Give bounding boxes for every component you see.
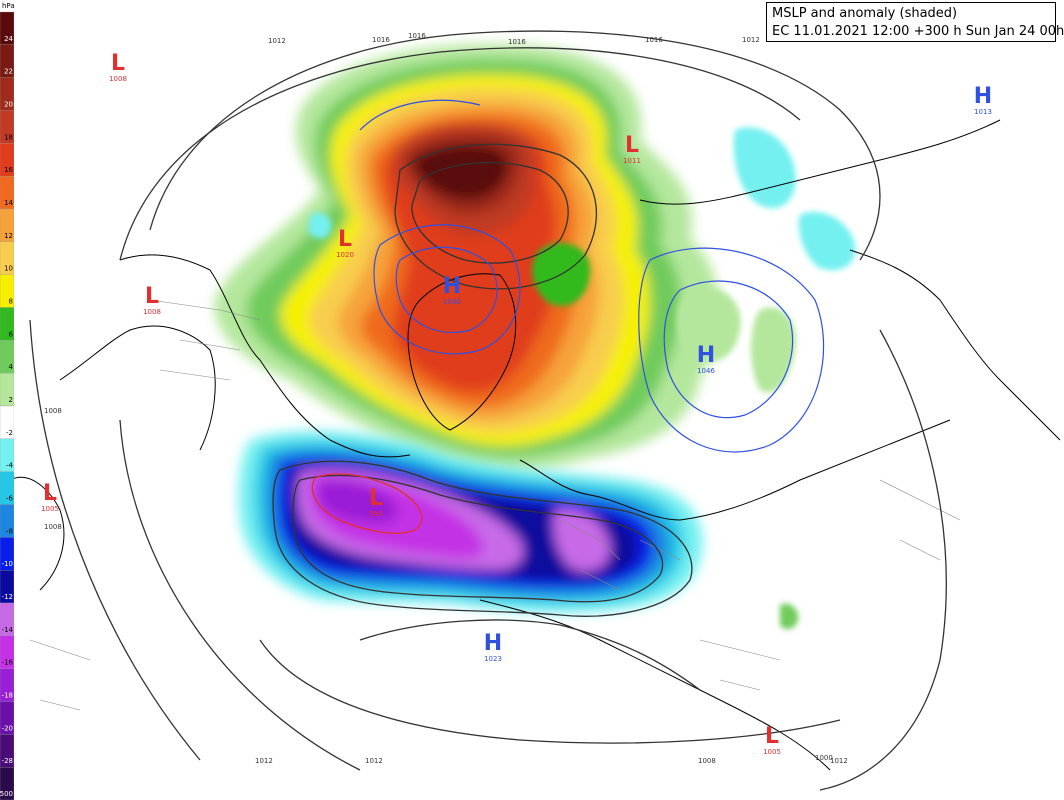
legend-label: -10 xyxy=(2,560,13,568)
pressure-value: 1013 xyxy=(974,108,992,116)
legend-label: 18 xyxy=(4,133,13,141)
legend-label: -6 xyxy=(6,495,14,503)
legend-label: -28 xyxy=(2,757,13,765)
legend-label: 16 xyxy=(4,166,13,174)
positive-anomaly-area xyxy=(214,44,719,472)
pressure-value: 1023 xyxy=(484,655,502,663)
isobar-label: 1012 xyxy=(365,757,383,765)
isobar-label: 1016 xyxy=(408,32,426,40)
legend-label: -14 xyxy=(2,626,14,634)
isobar-label: 1012 xyxy=(268,37,286,45)
high-pressure-marker: H xyxy=(443,274,461,299)
legend-label: 6 xyxy=(9,330,14,338)
legend-label: -20 xyxy=(2,724,13,732)
high-pressure-marker: H xyxy=(697,343,715,368)
isobar-label: 1008 xyxy=(698,757,716,765)
legend-label: 12 xyxy=(4,232,13,240)
legend-label: 2 xyxy=(9,396,13,404)
coastlines xyxy=(9,119,1061,771)
pressure-value: 994 xyxy=(369,510,383,518)
legend-label: -2 xyxy=(6,429,13,437)
legend-label: -8 xyxy=(6,527,13,535)
pressure-value: 1040 xyxy=(443,298,461,306)
low-pressure-marker: L xyxy=(145,284,159,309)
legend-swatch xyxy=(0,767,14,800)
legend-label: 24 xyxy=(4,35,13,43)
low-pressure-marker: L xyxy=(338,227,352,252)
pressure-value: 1011 xyxy=(623,157,641,165)
isobar-label: 1016 xyxy=(508,38,526,46)
title-line-1: MSLP and anomaly (shaded) xyxy=(772,6,958,21)
pressure-value: 1046 xyxy=(697,367,715,375)
legend-label: 10 xyxy=(4,265,13,273)
legend-label: 22 xyxy=(4,68,13,76)
pressure-value: 1008 xyxy=(109,75,127,83)
title-box: MSLP and anomaly (shaded) EC 11.01.2021 … xyxy=(766,2,1064,42)
isobar-label: 1012 xyxy=(742,36,760,44)
pressure-value: 1020 xyxy=(336,251,354,259)
isobar-label: 1016 xyxy=(372,36,390,44)
isobars xyxy=(29,30,947,791)
legend-label: 8 xyxy=(9,298,13,306)
legend-label: -18 xyxy=(2,692,13,700)
high-pressure-marker: H xyxy=(484,631,502,656)
isobar-label: 1012 xyxy=(830,757,848,765)
isobar-label: 1016 xyxy=(645,36,663,44)
legend-label: -16 xyxy=(2,659,14,667)
legend-label: -4 xyxy=(6,462,14,470)
low-pressure-marker: L xyxy=(43,481,57,506)
pressure-value: 1008 xyxy=(143,308,161,316)
high-isobars xyxy=(359,99,825,453)
legend-unit: hPa xyxy=(2,2,14,10)
legend-label: -12 xyxy=(2,593,13,601)
low-isobar xyxy=(311,473,423,534)
title-line-2: EC 11.01.2021 12:00 +300 h Sun Jan 24 00… xyxy=(772,24,1064,39)
low-pressure-marker: L xyxy=(625,133,639,158)
isobar-label: 1000 xyxy=(815,754,833,762)
pressure-value: 1005 xyxy=(763,748,781,756)
low-pressure-marker: L xyxy=(369,486,383,511)
legend-label: 14 xyxy=(4,199,13,207)
borders xyxy=(29,299,961,711)
legend-label: -500 xyxy=(0,790,13,798)
isobar-labels: 1012 1016 1016 1016 1016 1012 1012 1012 … xyxy=(44,32,848,765)
light-negative-anomaly xyxy=(308,127,856,271)
pressure-value: 1005 xyxy=(41,505,59,513)
isobar-label: 1012 xyxy=(255,757,273,765)
isobar-label: 1008 xyxy=(44,523,62,531)
low-pressure-marker: L xyxy=(111,51,125,76)
isobar-label: 1008 xyxy=(44,407,62,415)
negative-anomaly-area xyxy=(238,430,703,613)
legend-label: 20 xyxy=(4,101,13,109)
legend-label: 4 xyxy=(9,363,14,371)
color-legend: 24 22 20 18 16 14 12 10 8 6 4 2 -2 -4 -6 -8 -10 -12 -14 -16… xyxy=(0,2,14,800)
low-pressure-marker: L xyxy=(765,724,779,749)
high-pressure-marker: H xyxy=(974,84,992,109)
positive-anomaly-siberia xyxy=(532,242,799,630)
